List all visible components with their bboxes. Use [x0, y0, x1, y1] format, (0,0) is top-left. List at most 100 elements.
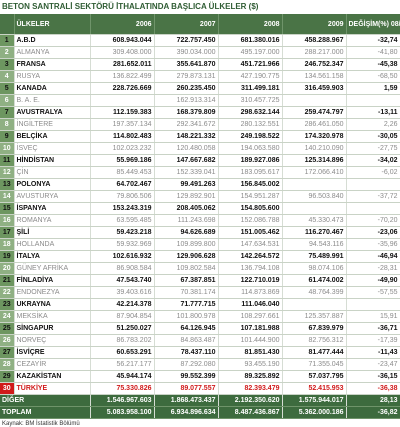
value-cell: 75.330.826: [90, 382, 155, 395]
value-cell: 292.341.672: [154, 118, 219, 131]
row-number: 21: [0, 274, 15, 287]
value-cell: 96.503.840: [282, 190, 347, 203]
value-cell: -70,20: [346, 214, 400, 227]
row-number: 13: [0, 178, 15, 191]
row-number: 23: [0, 298, 15, 311]
row-number: 24: [0, 310, 15, 323]
value-cell: 156.845.002: [218, 178, 283, 191]
table-row: 2 ALMANYA 309.408.000 390.034.000 495.197.00…: [0, 46, 400, 59]
value-cell: 42.214.378: [90, 298, 155, 311]
value-cell: 108.297.661: [218, 310, 283, 323]
value-cell: 47.543.740: [90, 274, 155, 287]
value-cell: -68,50: [346, 70, 400, 83]
value-cell: 85.449.453: [90, 166, 155, 179]
value-cell: [90, 94, 155, 107]
value-cell: 129.892.901: [154, 190, 219, 203]
value-cell: 310.457.725: [218, 94, 283, 107]
value-cell: 153.243.319: [90, 202, 155, 215]
value-cell: 82.756.312: [282, 334, 347, 347]
value-cell: 608.943.044: [90, 34, 155, 47]
value-cell: 288.217.000: [282, 46, 347, 59]
value-cell: 63.595.485: [90, 214, 155, 227]
value-cell: 87.904.854: [90, 310, 155, 323]
value-cell: 390.034.000: [154, 46, 219, 59]
value-cell: 136.794.108: [218, 262, 283, 275]
row-number: 7: [0, 106, 15, 119]
value-cell: 59.932.969: [90, 238, 155, 251]
header-cell: 2007: [154, 14, 219, 35]
value-cell: 94.543.116: [282, 238, 347, 251]
total-label: TOPLAM: [0, 406, 91, 419]
table-row: 27 İSVİÇRE 60.653.291 78.437.110 81.851.430 8…: [0, 346, 400, 359]
value-cell: 45.330.473: [282, 214, 347, 227]
country: İSVİÇRE: [14, 346, 91, 359]
value-cell: 151.005.462: [218, 226, 283, 239]
value-cell: 152.086.788: [218, 214, 283, 227]
row-number: 12: [0, 166, 15, 179]
country: ŞİLİ: [14, 226, 91, 239]
country: ENDONEZYA: [14, 286, 91, 299]
row-number: 18: [0, 238, 15, 251]
row-number: 14: [0, 190, 15, 203]
value-cell: 89.077.557: [154, 382, 219, 395]
value-cell: 279.873.131: [154, 70, 219, 83]
country: ROMANYA: [14, 214, 91, 227]
row-number: 2: [0, 46, 15, 59]
value-cell: 451.721.966: [218, 58, 283, 71]
table-row: 4 RUSYA 136.822.499 279.873.131 427.190.775 1…: [0, 70, 400, 83]
value-cell: 311.499.181: [218, 82, 283, 95]
country: ÇİN: [14, 166, 91, 179]
value-cell: 249.198.522: [218, 130, 283, 143]
value-cell: 81.477.444: [282, 346, 347, 359]
value-cell: 197.357.134: [90, 118, 155, 131]
table-row: 22 ENDONEZYA 39.403.616 70.381.174 114.873.8…: [0, 286, 400, 299]
value-cell: -36,38: [346, 382, 400, 395]
country: CEZAYİR: [14, 358, 91, 371]
row-number: 1: [0, 34, 15, 47]
source: Kaynak: BM İstatistik Bölümü: [2, 421, 80, 427]
value-cell: [346, 178, 400, 191]
table-row: 5 KANADA 228.726.669 260.235.450 311.499.181…: [0, 82, 400, 95]
country: TÜRKİYE: [14, 382, 91, 395]
value-cell: 140.210.090: [282, 142, 347, 155]
value-cell: 94.626.689: [154, 226, 219, 239]
value-cell: 120.480.058: [154, 142, 219, 155]
country: NORVEÇ: [14, 334, 91, 347]
value-cell: 183.095.617: [218, 166, 283, 179]
row-number: 3: [0, 58, 15, 71]
title: BETON SANTRALİ SEKTÖRÜ İTHALATINDA BAŞLI…: [2, 2, 259, 11]
value-cell: 208.405.062: [154, 202, 219, 215]
value-cell: -36,82: [346, 406, 400, 419]
value-cell: 1,59: [346, 82, 400, 95]
table-row: 13 POLONYA 64.702.467 99.491.263 156.845.002: [0, 178, 400, 191]
value-cell: 15,91: [346, 310, 400, 323]
table-row: 19 İTALYA 102.616.932 129.906.628 142.264.57…: [0, 250, 400, 263]
value-cell: 45.944.174: [90, 370, 155, 383]
country: UKRAYNA: [14, 298, 91, 311]
table-row: 7 AVUSTRALYA 112.159.383 168.379.809 298.632…: [0, 106, 400, 119]
value-cell: 122.710.019: [218, 274, 283, 287]
value-cell: 281.652.011: [90, 58, 155, 71]
value-cell: -28,31: [346, 262, 400, 275]
value-cell: 154.805.600: [218, 202, 283, 215]
table-row: 6 B. A. E. 162.913.314 310.457.725: [0, 94, 400, 107]
country: İSPANYA: [14, 202, 91, 215]
value-cell: 82.393.479: [218, 382, 283, 395]
row-number: 9: [0, 130, 15, 143]
table-row: 20 GÜNEY AFRİKA 86.908.584 109.802.584 136.7…: [0, 262, 400, 275]
value-cell: 57.037.795: [282, 370, 347, 383]
value-cell: 427.190.775: [218, 70, 283, 83]
country: BELÇİKA: [14, 130, 91, 143]
table-row: 8 İNGİLTERE 197.357.134 292.341.672 280.132.…: [0, 118, 400, 131]
country: HOLLANDA: [14, 238, 91, 251]
value-cell: 280.132.551: [218, 118, 283, 131]
country: İTALYA: [14, 250, 91, 263]
value-cell: 134.561.158: [282, 70, 347, 83]
header-cell: 2009: [282, 14, 347, 35]
value-cell: 1.575.944.017: [282, 394, 347, 407]
value-cell: -27,75: [346, 142, 400, 155]
value-cell: 194.063.580: [218, 142, 283, 155]
value-cell: 111.046.040: [218, 298, 283, 311]
value-cell: 147.634.531: [218, 238, 283, 251]
